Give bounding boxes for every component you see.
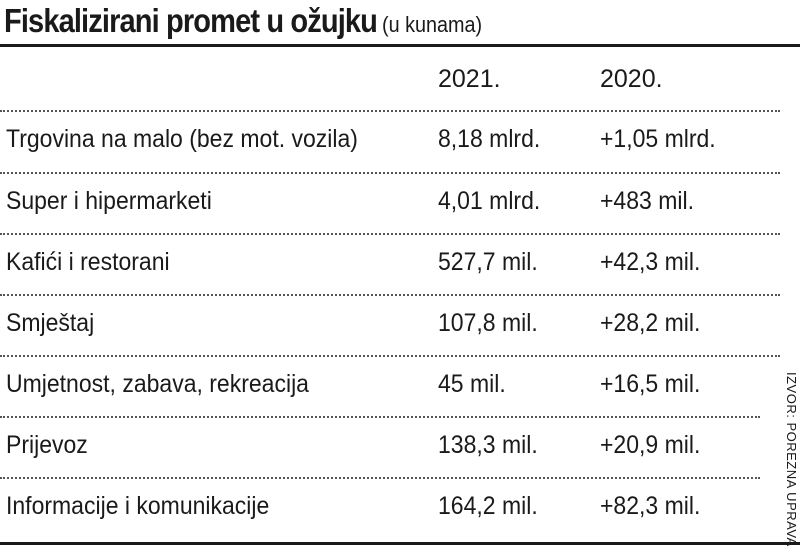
row-divider xyxy=(0,477,760,479)
table-row: Trgovina na malo (bez mot. vozila) 8,18 … xyxy=(0,112,780,174)
value-2021: 45 mil. xyxy=(438,370,506,398)
value-2020: +42,3 mil. xyxy=(600,248,701,276)
row-divider xyxy=(0,294,780,296)
value-2021: 138,3 mil. xyxy=(438,431,538,459)
column-header-2021: 2021. xyxy=(438,65,501,93)
source-credit: IZVOR: POREZNA UPRAVA xyxy=(784,372,799,547)
value-2020: +483 mil. xyxy=(600,187,694,215)
row-label: Super i hipermarketi xyxy=(6,187,212,215)
value-2020: +16,5 mil. xyxy=(600,370,701,398)
header-divider xyxy=(0,110,780,112)
page-title: Fiskalizirani promet u ožujku xyxy=(4,2,378,39)
table-row: Umjetnost, zabava, rekreacija 45 mil. +1… xyxy=(0,357,780,419)
table-row: Informacije i komunikacije 164,2 mil. +8… xyxy=(0,479,780,541)
value-2021: 527,7 mil. xyxy=(438,248,538,276)
row-divider xyxy=(0,172,780,174)
value-2020: +82,3 mil. xyxy=(600,492,701,520)
table-row: Smještaj 107,8 mil. +28,2 mil. xyxy=(0,296,780,358)
row-label: Prijevoz xyxy=(6,431,88,459)
top-rule xyxy=(0,44,800,47)
row-label: Smještaj xyxy=(6,309,95,337)
value-2020: +20,9 mil. xyxy=(600,431,701,459)
row-divider xyxy=(0,233,780,235)
bottom-rule xyxy=(0,542,800,545)
table-row: Super i hipermarketi 4,01 mlrd. +483 mil… xyxy=(0,174,780,236)
value-2021: 107,8 mil. xyxy=(438,309,538,337)
value-2021: 8,18 mlrd. xyxy=(438,125,541,153)
page-subtitle: (u kunama) xyxy=(381,12,483,37)
column-header-2020: 2020. xyxy=(600,65,663,93)
row-label: Umjetnost, zabava, rekreacija xyxy=(6,370,309,398)
row-label: Kafići i restorani xyxy=(6,248,170,276)
row-divider xyxy=(0,355,780,357)
row-label: Informacije i komunikacije xyxy=(6,492,270,520)
value-2021: 164,2 mil. xyxy=(438,492,538,520)
table-row: Kafići i restorani 527,7 mil. +42,3 mil. xyxy=(0,235,780,297)
header: Fiskalizirani promet u ožujku (u kunama) xyxy=(4,2,493,40)
value-2020: +1,05 mlrd. xyxy=(600,125,716,153)
value-2021: 4,01 mlrd. xyxy=(438,187,541,215)
value-2020: +28,2 mil. xyxy=(600,309,701,337)
row-label: Trgovina na malo (bez mot. vozila) xyxy=(6,125,358,153)
row-divider xyxy=(0,416,760,418)
table-row: Prijevoz 138,3 mil. +20,9 mil. xyxy=(0,418,780,480)
